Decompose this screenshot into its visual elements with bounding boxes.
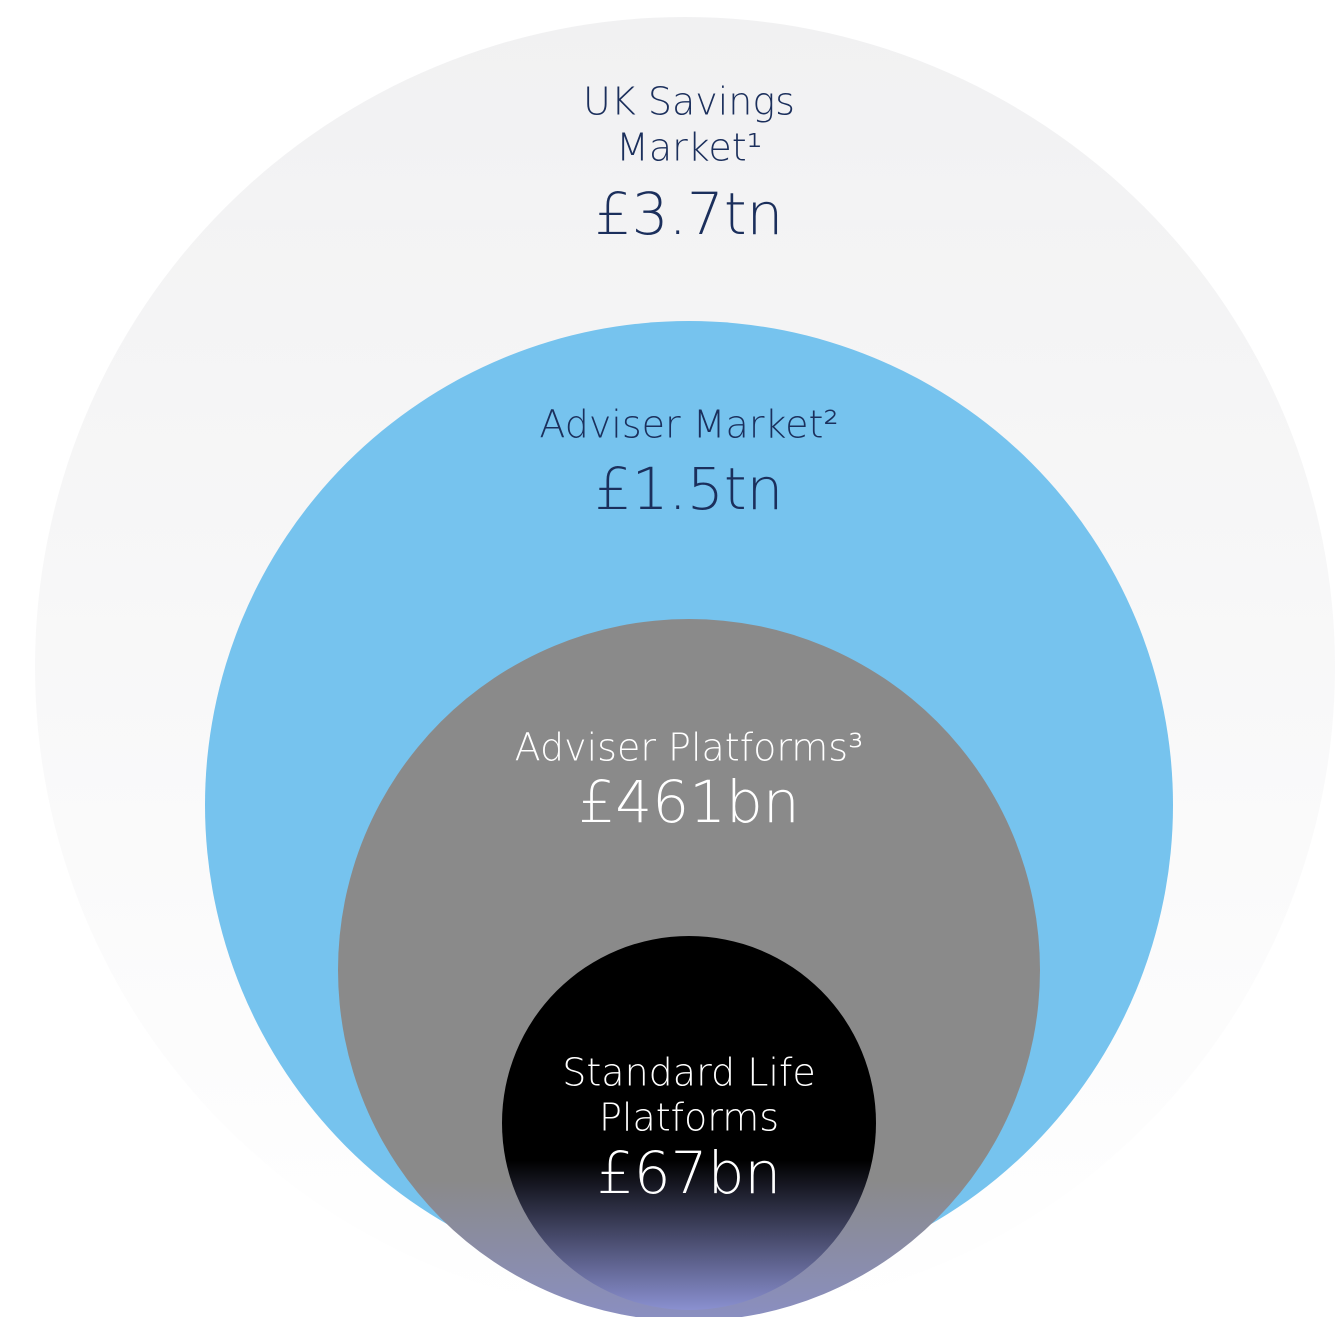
node-label: Standard Life xyxy=(562,1051,815,1095)
standard-life-circle xyxy=(502,936,876,1310)
node-value: £3.7tn xyxy=(595,180,784,248)
node-value: £1.5tn xyxy=(595,455,784,523)
node-value: £67bn xyxy=(597,1139,781,1207)
node-label: Market¹ xyxy=(616,126,762,170)
node-label: UK Savings xyxy=(583,80,795,124)
node-label: Adviser Market² xyxy=(539,403,838,447)
node-value: £461bn xyxy=(578,768,799,836)
node-label: Adviser Platforms³ xyxy=(515,726,864,770)
node-label: Platforms xyxy=(599,1096,779,1140)
